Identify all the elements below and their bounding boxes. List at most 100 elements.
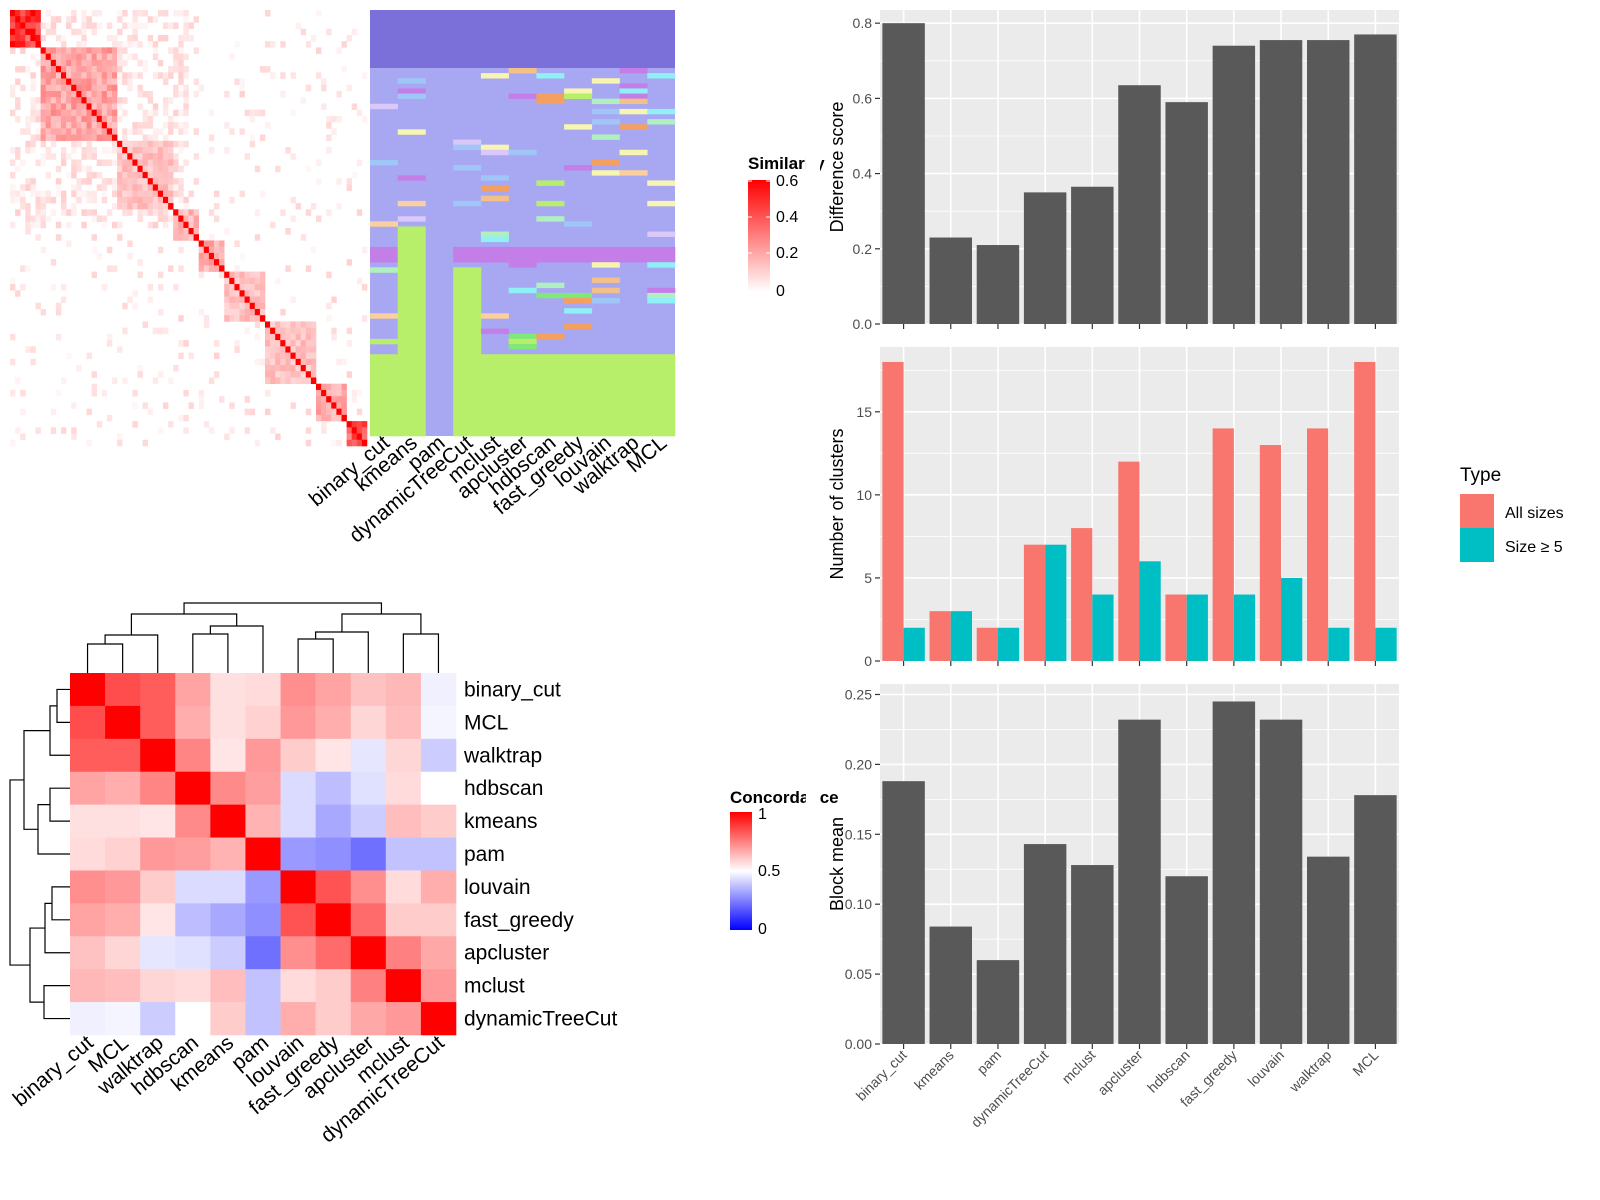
similarity-cell	[152, 190, 159, 198]
cluster-cell	[536, 257, 565, 263]
similarity-cell	[96, 84, 103, 92]
cluster-cell	[647, 73, 676, 79]
similarity-cell	[66, 352, 72, 360]
concordance-cell	[210, 1002, 246, 1036]
cluster-cell	[564, 257, 593, 263]
similarity-cell	[203, 246, 210, 254]
similarity-cell	[61, 66, 67, 73]
similarity-legend-title: Similarity	[748, 154, 825, 173]
similarity-cell	[244, 302, 250, 310]
similarity-cell	[234, 346, 240, 353]
similarity-cell	[224, 122, 230, 129]
similarity-cell	[168, 47, 174, 54]
x-tick-label: pam	[974, 1047, 1005, 1078]
bar	[1118, 719, 1161, 1044]
x-tick-label: MCL	[1349, 1047, 1381, 1079]
cluster-cell	[619, 410, 648, 416]
similarity-cell	[45, 28, 52, 36]
similarity-cell	[316, 72, 322, 79]
similarity-cell	[132, 302, 138, 310]
similarity-cell	[147, 203, 154, 210]
cluster-cell	[536, 333, 565, 340]
concordance-cell	[140, 1002, 176, 1036]
similarity-cell	[163, 178, 169, 185]
similarity-cell	[336, 389, 342, 397]
cluster-cell	[647, 390, 676, 396]
similarity-cell	[122, 10, 128, 17]
similarity-cell	[356, 439, 363, 447]
similarity-cell	[55, 308, 62, 316]
similarity-cell	[290, 72, 296, 79]
similarity-cell	[259, 66, 266, 73]
concordance-cell	[350, 673, 387, 707]
cluster-cell	[647, 374, 676, 381]
similarity-cell	[20, 84, 26, 92]
similarity-cell	[341, 414, 347, 422]
cluster-cell	[453, 257, 482, 263]
similarity-cell	[173, 209, 179, 216]
similarity-cell	[183, 215, 189, 223]
bar	[1281, 577, 1303, 661]
similarity-cell	[86, 439, 92, 447]
similarity-cell	[168, 190, 174, 198]
similarity-cell	[239, 296, 245, 304]
similarity-cell	[112, 134, 118, 142]
similarity-cell	[35, 115, 41, 123]
similarity-cell	[265, 352, 271, 360]
similarity-cell	[20, 41, 26, 48]
similarity-cell	[259, 190, 266, 198]
similarity-cell	[351, 28, 358, 36]
similarity-cell	[229, 128, 235, 135]
similarity-cell	[20, 389, 26, 397]
similarity-cell	[346, 34, 352, 42]
similarity-cell	[163, 184, 169, 191]
similarity-cell	[40, 134, 46, 142]
similarity-cell	[321, 78, 327, 86]
similarity-cell	[305, 377, 312, 385]
similarity-cell	[20, 34, 26, 42]
similarity-cell	[331, 296, 337, 304]
similarity-cell	[168, 147, 174, 154]
similarity-cell	[91, 28, 97, 36]
similarity-cell	[173, 190, 179, 198]
similarity-cell	[310, 34, 317, 42]
similarity-cell	[147, 122, 154, 129]
similarity-cell	[71, 134, 77, 142]
cluster-cell	[508, 246, 537, 253]
similarity-cell	[163, 122, 169, 129]
similarity-cell	[265, 408, 271, 416]
similarity-cell	[76, 365, 82, 372]
cluster-cell	[619, 68, 648, 74]
similarity-cell	[361, 246, 368, 254]
bar	[1375, 627, 1397, 661]
similarity-cell	[112, 53, 118, 61]
similarity-cell	[326, 209, 332, 216]
similarity-cell	[147, 284, 154, 291]
concordance-cell	[70, 837, 106, 871]
similarity-cell	[35, 190, 41, 198]
similarity-cell	[203, 240, 210, 247]
similarity-cell	[81, 78, 87, 86]
similarity-cell	[321, 103, 327, 110]
similarity-cell	[117, 196, 123, 204]
y-tick-label: 0.8	[853, 15, 873, 31]
similarity-cell	[254, 302, 261, 310]
similarity-cell	[193, 221, 199, 229]
similarity-cell	[132, 196, 138, 204]
y-axis-label: Number of clusters	[827, 428, 847, 579]
concordance-heatmap: binary_cutMCLwalktraphdbscankmeanspamlou…	[9, 602, 617, 1147]
cluster-cell	[647, 354, 676, 360]
similarity-cell	[20, 433, 26, 441]
similarity-cell	[127, 153, 133, 160]
similarity-cell	[152, 134, 159, 142]
cluster-cell	[480, 236, 509, 243]
similarity-cell	[30, 53, 36, 61]
similarity-cell	[316, 215, 322, 223]
similarity-cell	[61, 377, 67, 385]
similarity-cell	[244, 284, 250, 291]
similarity-cell	[142, 165, 148, 173]
cluster-cell	[591, 390, 620, 396]
similarity-cell	[50, 153, 57, 160]
concordance-cell	[385, 804, 422, 838]
bar	[929, 926, 973, 1044]
